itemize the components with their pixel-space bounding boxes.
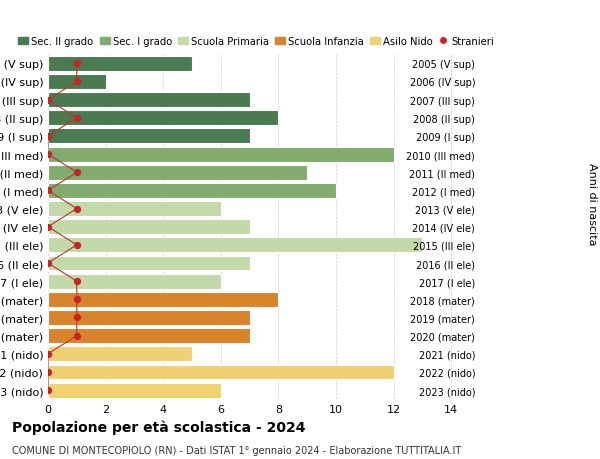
Bar bbox=[48, 111, 278, 126]
Point bbox=[72, 78, 82, 86]
Bar bbox=[48, 292, 278, 307]
Point bbox=[43, 133, 53, 140]
Text: COMUNE DI MONTECOPIOLO (RN) - Dati ISTAT 1° gennaio 2024 - Elaborazione TUTTITAL: COMUNE DI MONTECOPIOLO (RN) - Dati ISTAT… bbox=[12, 445, 461, 455]
Bar bbox=[48, 57, 192, 72]
Point bbox=[43, 97, 53, 104]
Point bbox=[72, 241, 82, 249]
Point bbox=[72, 61, 82, 68]
Text: Popolazione per età scolastica - 2024: Popolazione per età scolastica - 2024 bbox=[12, 420, 305, 435]
Bar bbox=[48, 129, 250, 144]
Bar bbox=[48, 184, 336, 198]
Point bbox=[72, 278, 82, 285]
Point bbox=[72, 206, 82, 213]
Bar bbox=[48, 365, 394, 380]
Bar bbox=[48, 220, 250, 235]
Text: Anni di nascita: Anni di nascita bbox=[587, 163, 597, 246]
Bar bbox=[48, 202, 221, 217]
Bar bbox=[48, 347, 192, 362]
Bar bbox=[48, 75, 106, 90]
Point bbox=[72, 115, 82, 122]
Bar bbox=[48, 310, 250, 325]
Bar bbox=[48, 165, 307, 180]
Point bbox=[43, 187, 53, 195]
Point bbox=[43, 260, 53, 267]
Bar bbox=[48, 274, 221, 289]
Point bbox=[43, 224, 53, 231]
Point bbox=[72, 314, 82, 321]
Point bbox=[43, 386, 53, 394]
Bar bbox=[48, 383, 221, 397]
Point bbox=[43, 151, 53, 158]
Legend: Sec. II grado, Sec. I grado, Scuola Primaria, Scuola Infanzia, Asilo Nido, Stran: Sec. II grado, Sec. I grado, Scuola Prim… bbox=[19, 37, 494, 47]
Bar bbox=[48, 238, 422, 253]
Point bbox=[72, 169, 82, 177]
Point bbox=[43, 369, 53, 376]
Point bbox=[72, 296, 82, 303]
Bar bbox=[48, 93, 250, 108]
Point bbox=[43, 350, 53, 358]
Point bbox=[72, 332, 82, 340]
Bar bbox=[48, 256, 250, 271]
Bar bbox=[48, 147, 394, 162]
Bar bbox=[48, 329, 250, 343]
